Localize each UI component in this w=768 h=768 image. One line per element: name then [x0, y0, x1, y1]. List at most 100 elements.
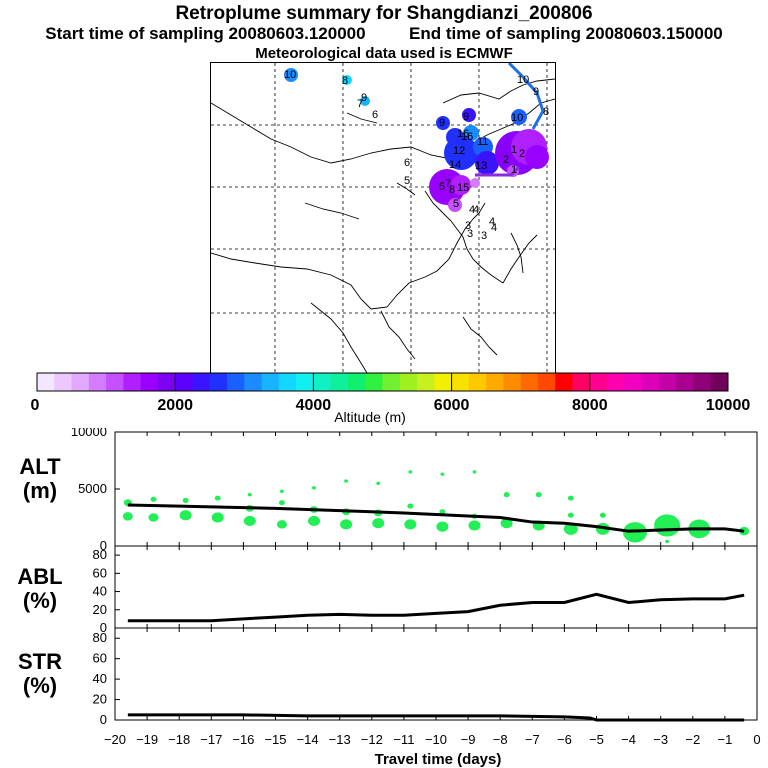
y-tick-label: 20 — [93, 692, 107, 707]
x-tick-label: −8 — [493, 732, 508, 747]
str-unit: (%) — [22, 673, 58, 698]
colorbar-cell — [607, 373, 625, 391]
plume-point — [468, 520, 481, 531]
x-tick-label: −20 — [104, 732, 126, 747]
plume-label: 1 — [511, 144, 517, 156]
colorbar-tick-label: 2000 — [157, 397, 193, 414]
str-plot: 0 20 40 60 80 — [93, 627, 758, 727]
colorbar-tick-label: 0 — [31, 397, 40, 414]
x-tick-label: −12 — [361, 732, 383, 747]
plume-point — [243, 515, 256, 527]
plume-label: 4 — [473, 204, 479, 216]
colorbar-cell — [330, 373, 349, 391]
plume-point — [276, 520, 287, 529]
x-tick-label: −7 — [525, 732, 540, 747]
colorbar-cell — [399, 373, 418, 391]
abl-title: ABL — [17, 564, 63, 589]
y-tick-label: 40 — [93, 584, 107, 599]
plume-label: 8 — [543, 106, 549, 118]
colorbar-tick-label: 10000 — [706, 397, 751, 414]
x-tick-label: −4 — [621, 732, 636, 747]
x-tick-label: −11 — [393, 732, 414, 747]
colorbar-cell — [37, 373, 55, 391]
x-tick-label: −2 — [685, 732, 700, 747]
plume-point — [279, 489, 284, 493]
plume-point — [567, 512, 574, 518]
str-frame — [114, 627, 758, 721]
plume-label: 9 — [439, 117, 445, 129]
plume-label: 16 — [461, 131, 473, 143]
plume-point — [148, 513, 159, 522]
colorbar-tick-label: 6000 — [434, 397, 470, 414]
plume-point — [214, 495, 221, 501]
plume-point — [500, 518, 513, 529]
plume-label: 5 — [453, 198, 459, 210]
abl-plot: 0 20 40 60 80 — [93, 545, 758, 635]
retroplume-map: 10 8 9 7 6 6 5 9 9 10 16 11 12 14 13 16 5 15 8 7 5 4 4 3 3 4 4 3 2 1 2… — [210, 62, 556, 374]
altitude-colorbar: 0 2000 4000 6000 8000 10000 Altitude (m) — [31, 372, 751, 425]
start-time-label: Start time of sampling 20080603.120000 — [45, 24, 366, 43]
plume-label: 5 — [404, 175, 410, 187]
alt-median-line — [127, 503, 745, 533]
plume-point — [654, 514, 681, 537]
y-tick-label: 60 — [93, 651, 107, 666]
abl-panel-label: ABL (%) — [0, 565, 80, 613]
y-tick-label: 60 — [93, 565, 107, 580]
plume-label: 7 — [445, 178, 451, 190]
plume-point — [340, 519, 353, 530]
x-tick-label: −17 — [200, 732, 222, 747]
plume-point — [344, 479, 349, 483]
x-tick-label: −6 — [557, 732, 572, 747]
plume-label: 3 — [481, 230, 487, 242]
colorbar-cell — [365, 373, 383, 391]
plume-point — [407, 503, 414, 509]
colorbar-cell — [624, 373, 643, 391]
y-tick-label: 0 — [100, 538, 107, 553]
colorbar-cell — [486, 373, 504, 391]
alt-panel-label: ALT (m) — [0, 455, 80, 503]
colorbar-cell — [710, 373, 729, 391]
colorbar-tick-label: 8000 — [572, 397, 608, 414]
colorbar-cell — [555, 373, 574, 391]
x-tick-label: −18 — [168, 732, 190, 747]
alt-unit: (m) — [22, 478, 58, 503]
plume-point — [567, 495, 574, 501]
trajectory-segment — [475, 165, 521, 177]
plume-point — [278, 500, 285, 506]
colorbar-cell — [434, 373, 453, 391]
x-axis: −20 −19 −18 −17 −16 −15 −14 −13 −12 −11 −10 −9 −8 −7−… — [104, 732, 761, 747]
colorbar-cell — [417, 373, 435, 391]
plume-label: 4 — [491, 222, 497, 234]
y-tick-label: 5000 — [78, 481, 107, 496]
plume-markers — [284, 68, 549, 212]
colorbar-cell — [227, 373, 245, 391]
alt-plot: 0 5000 10000 — [71, 428, 758, 553]
colorbar-cell — [278, 373, 297, 391]
x-tick-label: −9 — [461, 732, 476, 747]
plume-point — [599, 512, 606, 518]
colorbar-cell — [468, 373, 487, 391]
x-tick-label: −1 — [717, 732, 732, 747]
plume-label: 3 — [467, 228, 473, 240]
colorbar-cell — [88, 373, 107, 391]
plume-label: 6 — [372, 109, 378, 121]
plume-label: 2 — [519, 148, 525, 160]
plume-point — [436, 521, 449, 532]
colorbar-cell — [537, 373, 556, 391]
plume-label: 16 — [457, 128, 469, 140]
plume-point — [179, 510, 192, 521]
x-tick-label: −5 — [589, 732, 604, 747]
plume-label: 12 — [453, 145, 465, 157]
colorbar-cell — [261, 373, 280, 391]
plume-label: 10 — [517, 74, 529, 86]
colorbar-cell — [520, 373, 539, 391]
plume-label: 15 — [457, 182, 469, 194]
colorbar-cell — [382, 373, 401, 391]
colorbar-cell — [71, 373, 90, 391]
plume-label: 9 — [533, 86, 539, 98]
colorbar-label: Altitude (m) — [334, 409, 406, 425]
map-gridlines — [211, 63, 555, 373]
plume-point — [665, 539, 670, 544]
y-tick-label: 10000 — [71, 428, 107, 439]
